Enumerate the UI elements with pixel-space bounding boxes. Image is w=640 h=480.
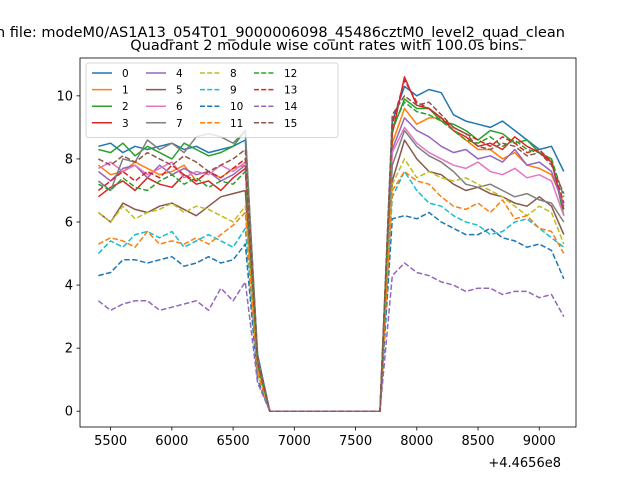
legend-label-1: 1 (122, 85, 129, 97)
legend-label-6: 6 (176, 101, 183, 113)
legend-label-8: 8 (230, 68, 237, 80)
x-tick-label: 7000 (278, 434, 311, 449)
y-tick-label: 8 (65, 152, 73, 167)
legend-label-2: 2 (122, 101, 129, 113)
y-tick-label: 10 (56, 89, 73, 104)
y-tick-label: 2 (65, 342, 73, 357)
legend-label-14: 14 (284, 101, 298, 113)
figure-suptitle: n file: modeM0/AS1A13_054T01_9000006098_… (0, 25, 565, 41)
y-tick-label: 4 (65, 279, 73, 294)
legend-label-3: 3 (122, 118, 129, 130)
x-offset-label: +4.4656e8 (488, 456, 561, 471)
series-line-9 (97, 170, 565, 412)
axes-frame (79, 57, 577, 428)
legend-label-11: 11 (230, 118, 243, 130)
series-line-14 (97, 262, 565, 412)
legend-label-9: 9 (230, 85, 237, 97)
series-line-1 (97, 107, 565, 412)
series-line-5 (97, 139, 565, 412)
x-axis: 5500 6000 6500 7000 7500 8000 8500 9000 (94, 427, 556, 449)
legend-label-13: 13 (284, 85, 297, 97)
series-line-10 (98, 211, 565, 412)
legend-label-15: 15 (284, 118, 297, 130)
legend-label-12: 12 (284, 68, 297, 80)
x-tick-label: 6000 (155, 434, 188, 449)
series-line-12 (98, 101, 565, 412)
x-tick-label: 5500 (94, 434, 127, 449)
x-tick-label: 7500 (339, 434, 372, 449)
x-tick-label: 8500 (461, 434, 494, 449)
y-axis: 0 2 4 6 8 10 (56, 89, 80, 420)
series-line-4 (97, 117, 565, 412)
legend-box (85, 62, 339, 138)
x-tick-label: 9000 (523, 434, 556, 449)
series-layer (97, 76, 565, 412)
chart-title: Quadrant 2 module wise count rates with … (130, 38, 524, 54)
series-line-15 (98, 95, 565, 412)
x-tick-label: 8000 (400, 434, 433, 449)
series-line-11 (98, 170, 565, 412)
legend-label-10: 10 (230, 101, 243, 113)
legend-label-4: 4 (176, 68, 183, 80)
y-tick-label: 0 (65, 405, 73, 420)
legend-label-5: 5 (176, 85, 183, 97)
legend-label-0: 0 (122, 68, 129, 80)
y-tick-label: 6 (65, 216, 73, 231)
series-line-8 (97, 158, 565, 412)
x-tick-label: 6500 (217, 434, 250, 449)
legend-label-7: 7 (176, 118, 183, 130)
